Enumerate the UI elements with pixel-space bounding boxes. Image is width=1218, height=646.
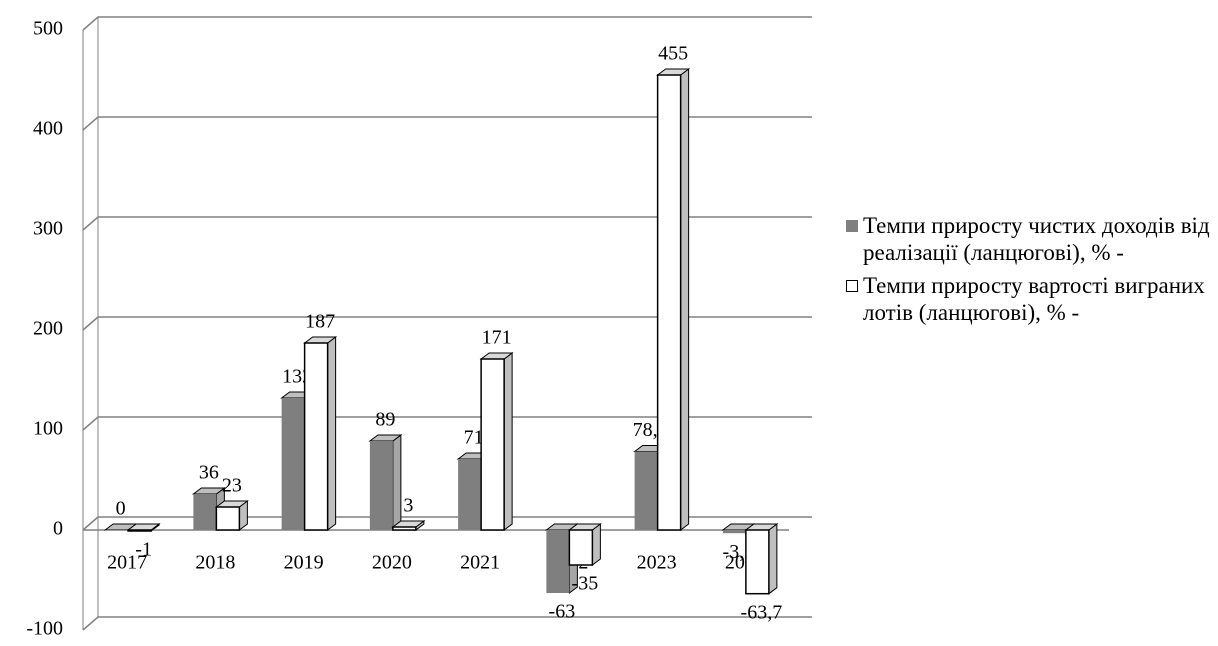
x-tick-label: 2020 (372, 552, 412, 574)
bar-face (503, 352, 513, 531)
y-tick-label: 400 (33, 118, 63, 140)
chart: -100 0 100 200 300 400 500 2017 2018 2019 2020 2021… (26, 16, 812, 640)
grid-line (82, 16, 812, 31)
grid-line (82, 416, 812, 431)
y-tick-label: 500 (33, 18, 63, 40)
y-tick-label: -100 (26, 618, 63, 640)
value-label: 23 (222, 475, 242, 497)
bar-face (745, 529, 770, 595)
bar-face (215, 506, 241, 531)
bar (656, 68, 691, 531)
bar (214, 500, 249, 531)
bar-face (591, 523, 601, 566)
grid-line (82, 216, 812, 231)
value-label: 3 (403, 495, 413, 517)
bar-face (327, 336, 337, 531)
bar-face (634, 451, 658, 530)
bar (126, 523, 161, 532)
bar-face (656, 74, 682, 531)
value-label: 71 (464, 427, 484, 449)
x-tick-label: 2019 (284, 552, 324, 574)
bar (744, 523, 779, 595)
value-label: -63,7 (741, 601, 783, 623)
value-label: -1 (135, 539, 152, 561)
y-tick-label: 0 (53, 518, 63, 540)
legend-label: Темпи приросту вартості виграних лотів (… (863, 273, 1205, 325)
grid-line (82, 116, 812, 131)
value-label: -35 (572, 573, 599, 595)
x-tick-label: 2021 (460, 552, 500, 574)
bar-face (568, 529, 594, 566)
legend-item: Темпи приросту чистих доходів від реаліз… (846, 212, 1214, 266)
value-label: 171 (482, 327, 512, 349)
legend-swatch (846, 220, 858, 232)
bar (303, 336, 338, 531)
value-label: 187 (305, 311, 335, 333)
bar-face (369, 441, 393, 530)
value-label: -63 (549, 601, 576, 623)
value-label: 36 (199, 462, 219, 484)
bar-face (722, 530, 746, 534)
value-label: 0 (116, 498, 126, 520)
legend: Темпи приросту чистих доходів від реаліз… (846, 212, 1214, 332)
bar-face (680, 68, 690, 531)
bar-face (193, 494, 217, 530)
value-label: 455 (658, 43, 688, 65)
bar-face (546, 530, 570, 593)
bar (391, 520, 426, 531)
legend-label: Темпи приросту чистих доходів від реаліз… (863, 213, 1210, 265)
bar-face (281, 398, 305, 530)
bar-face (392, 434, 402, 531)
y-tick-label: 100 (33, 418, 63, 440)
bar-face (480, 358, 505, 531)
value-label: 89 (375, 409, 395, 431)
bar-face (392, 526, 417, 531)
bar-face (458, 459, 482, 530)
bar-face (303, 342, 329, 531)
bar (567, 523, 602, 566)
x-tick-label: 2017 (107, 552, 147, 574)
grid-line (82, 616, 812, 631)
x-tick-label: 2023 (637, 552, 677, 574)
y-tick-label: 200 (33, 318, 63, 340)
bar (368, 434, 403, 531)
legend-swatch (846, 280, 858, 292)
bar-face (105, 530, 129, 531)
bar-face (768, 523, 778, 595)
grid-line (82, 516, 812, 531)
y-tick-label: 300 (33, 218, 63, 240)
x-tick-label: 2018 (195, 552, 235, 574)
grid-line (82, 316, 812, 331)
bar (479, 352, 514, 531)
legend-item: Темпи приросту вартості виграних лотів (… (846, 272, 1214, 326)
bar-face (127, 529, 152, 532)
